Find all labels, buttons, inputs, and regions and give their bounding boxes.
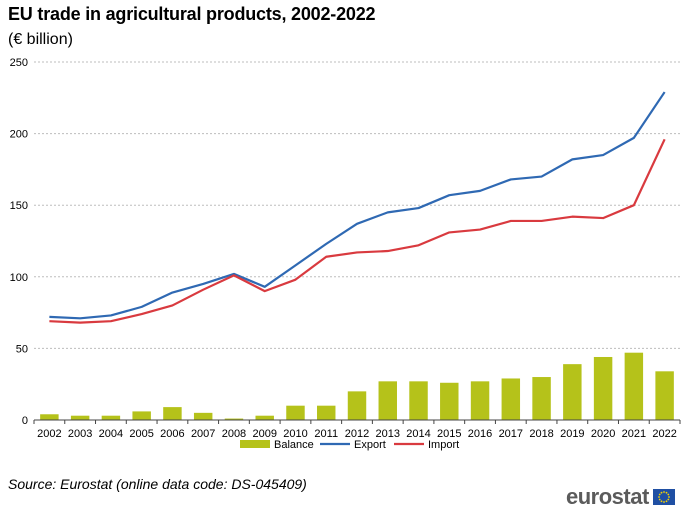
chart-subtitle: (€ billion): [8, 31, 73, 48]
x-tick-label: 2005: [129, 428, 153, 440]
bar-balance: [440, 382, 459, 420]
bar-balance: [40, 414, 59, 420]
x-tick-label: 2009: [252, 428, 276, 440]
bar-balance: [532, 377, 551, 420]
bar-balance: [286, 405, 305, 420]
x-tick-label: 2013: [376, 428, 400, 440]
chart-title: EU trade in agricultural products, 2002-…: [8, 4, 376, 24]
x-tick-label: 2021: [622, 428, 646, 440]
bar-balance: [255, 415, 274, 420]
x-tick-label: 2022: [652, 428, 676, 440]
y-tick-label: 50: [16, 343, 28, 355]
logo-text: eurostat: [566, 484, 649, 509]
bar-balance: [132, 411, 151, 420]
x-tick-label: 2012: [345, 428, 369, 440]
bar-balance: [378, 381, 397, 420]
x-tick-label: 2020: [591, 428, 615, 440]
y-tick-label: 100: [10, 272, 28, 284]
x-tick-label: 2018: [529, 428, 553, 440]
x-tick-label: 2016: [468, 428, 492, 440]
bar-balance: [655, 371, 674, 420]
x-tick-label: 2007: [191, 428, 215, 440]
bar-balance: [470, 381, 490, 420]
legend-swatch-balance: [240, 440, 270, 448]
x-tick-label: 2014: [406, 428, 430, 440]
line-import: [49, 138, 666, 324]
bar-balance: [193, 412, 213, 420]
bar-balance: [347, 391, 367, 420]
source-note: Source: Eurostat (online data code: DS-0…: [8, 476, 307, 492]
y-tick-label: 150: [10, 200, 28, 212]
bar-balance: [624, 352, 644, 420]
legend-label-import: Import: [428, 439, 459, 451]
bar-balance: [409, 381, 428, 420]
bar-balance: [101, 415, 121, 420]
bar-balance: [563, 364, 582, 420]
chart-area: 0 50 100 150 200 250 2002 2003 2004 2005 2006 2007 2…: [10, 57, 681, 451]
y-tick-label: 0: [22, 415, 28, 427]
eu-flag-icon: [652, 489, 675, 505]
x-tick-label: 2002: [37, 428, 61, 440]
legend-label-export: Export: [354, 439, 386, 451]
x-tick-label: 2011: [314, 428, 338, 440]
bar-balance: [501, 378, 521, 420]
eurostat-logo: eurostat: [566, 484, 675, 510]
bar-balance: [224, 418, 244, 420]
legend-label-balance: Balance: [274, 439, 314, 451]
bar-balance: [593, 356, 613, 420]
x-tick-label: 2019: [560, 428, 584, 440]
x-tick-label: 2004: [99, 428, 123, 440]
x-tick-label: 2017: [499, 428, 523, 440]
bar-balance: [70, 415, 90, 420]
y-tick-label: 250: [10, 57, 28, 69]
bar-balance: [317, 405, 336, 420]
x-tick-label: 2010: [283, 428, 307, 440]
x-tick-label: 2006: [160, 428, 184, 440]
x-tick-label: 2003: [68, 428, 92, 440]
bar-balance: [163, 407, 182, 420]
line-export: [49, 91, 666, 320]
x-tick-label: 2015: [437, 428, 461, 440]
y-tick-label: 200: [10, 129, 28, 141]
x-tick-label: 2008: [222, 428, 246, 440]
